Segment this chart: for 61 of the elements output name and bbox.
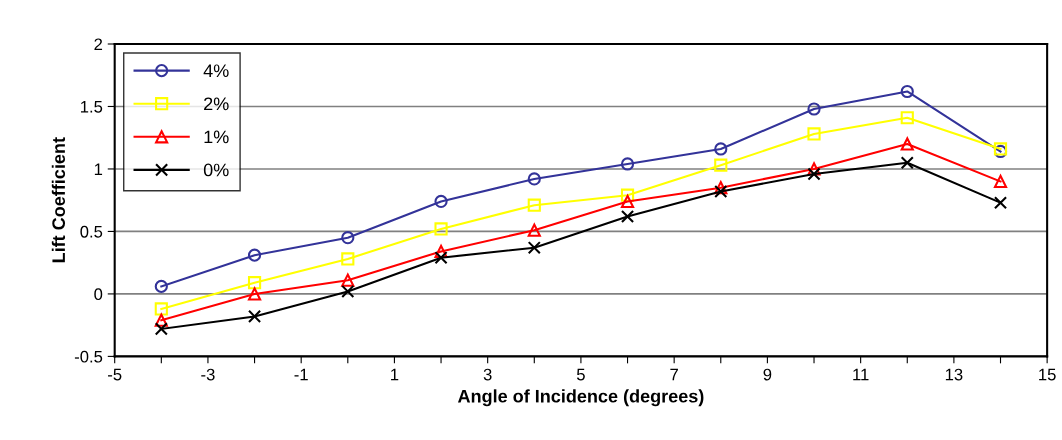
point (527, 223, 541, 237)
point (527, 241, 541, 255)
point (434, 244, 448, 259)
y-tick-label: 2 (94, 38, 103, 51)
point (900, 156, 914, 170)
point (807, 102, 821, 116)
point (154, 322, 168, 336)
point (527, 198, 541, 212)
point (434, 251, 448, 265)
point (993, 174, 1008, 189)
y-tick-label: -0.5 (74, 350, 103, 363)
point (620, 209, 635, 224)
point (154, 313, 168, 327)
x-tick-label: -5 (108, 368, 122, 381)
point (341, 273, 355, 287)
point (527, 172, 541, 186)
point (807, 127, 821, 141)
point (714, 184, 728, 199)
point (341, 252, 355, 266)
point (434, 194, 448, 209)
x-tick-label: 1 (391, 368, 399, 381)
point (900, 137, 914, 151)
point (154, 279, 168, 294)
point (714, 142, 728, 156)
x-tick-label: 11 (853, 368, 869, 381)
point (434, 222, 448, 236)
point (900, 111, 914, 125)
x-tick-label: 5 (576, 368, 585, 381)
x-tick-label: -1 (294, 368, 308, 381)
legend-label: 4% (203, 64, 229, 78)
point (247, 276, 262, 290)
point (620, 188, 635, 202)
x-tick-label: 3 (483, 368, 492, 381)
point (993, 196, 1008, 210)
x-axis-title: Angle of Incidence (degrees) (457, 389, 704, 407)
point (341, 284, 355, 299)
point (154, 302, 168, 316)
x-tick-label: 15 (1039, 368, 1056, 381)
point (620, 194, 635, 209)
y-tick-label: 0 (94, 288, 103, 301)
y-axis-title: Lift Coefficient (51, 137, 66, 263)
point (247, 309, 262, 324)
point (341, 231, 355, 245)
point (714, 181, 728, 195)
point (807, 162, 821, 176)
x-tick-label: 9 (763, 368, 772, 381)
point (620, 157, 635, 171)
x-tick-label: -3 (201, 368, 215, 381)
point (714, 158, 728, 172)
x-tick-label: 13 (945, 368, 963, 381)
y-tick-label: 0.5 (80, 225, 103, 238)
point (247, 248, 262, 262)
legend-label: 1% (204, 130, 229, 144)
point (247, 287, 262, 301)
y-tick-label: 1 (94, 163, 103, 175)
point (900, 84, 914, 99)
legend-label: 0% (203, 163, 229, 177)
point (807, 167, 821, 181)
x-tick-label: 7 (670, 368, 678, 381)
legend-label: 2% (204, 97, 229, 111)
y-tick-label: 1.5 (80, 101, 103, 113)
